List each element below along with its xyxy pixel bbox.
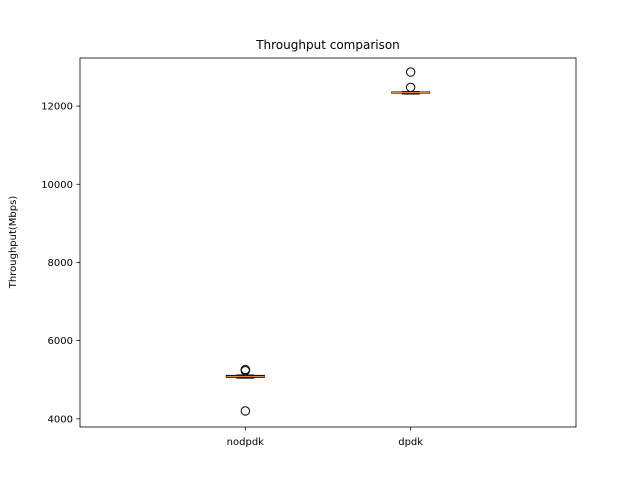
x-tick-label: dpdk <box>398 437 423 448</box>
y-tick-label: 4000 <box>48 414 73 425</box>
outlier-point <box>405 82 416 93</box>
y-tick-label: 8000 <box>48 258 73 269</box>
x-tick-label: nodpdk <box>227 437 264 448</box>
chart-title: Throughput comparison <box>255 38 400 52</box>
y-tick-label: 6000 <box>48 336 73 347</box>
axes-frame <box>79 57 577 428</box>
y-axis-label: Throughput(Mbps) <box>8 196 19 290</box>
outlier-point <box>240 406 251 416</box>
y-tick-label: 10000 <box>41 180 73 191</box>
plot-area: 4000 6000 8000 10000 12000 nodpdk dpdk <box>41 57 577 448</box>
outlier-point <box>240 364 251 375</box>
y-tick-label: 12000 <box>41 102 73 113</box>
outlier-point <box>405 67 416 77</box>
